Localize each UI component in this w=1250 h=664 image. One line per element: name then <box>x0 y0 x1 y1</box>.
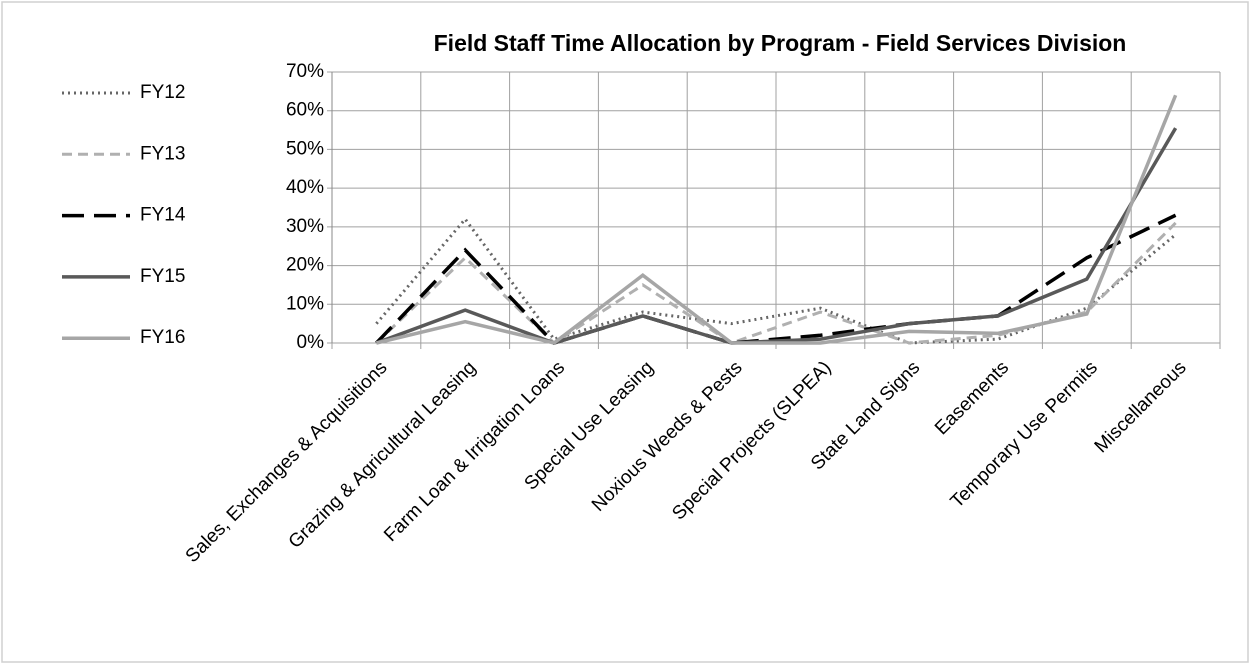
y-tick-label: 40% <box>286 177 324 198</box>
legend-label: FY14 <box>140 205 186 226</box>
series-line <box>375 127 1178 345</box>
y-tick-label: 60% <box>286 100 324 121</box>
y-tick-label: 20% <box>286 255 324 276</box>
legend-label: FY15 <box>140 266 185 287</box>
y-tick-label: 70% <box>286 61 324 82</box>
y-tick-label: 30% <box>286 216 324 237</box>
legend-label: FY12 <box>140 82 185 103</box>
legend-label: FY16 <box>140 327 185 348</box>
y-tick-label: 10% <box>286 293 324 314</box>
y-tick-label: 0% <box>297 332 325 353</box>
series-line <box>375 221 1177 345</box>
series-line <box>375 94 1178 345</box>
series-line <box>375 213 1177 345</box>
chart-title: Field Staff Time Allocation by Program -… <box>434 30 1127 56</box>
series-line <box>375 216 1177 345</box>
y-tick-label: 50% <box>286 138 324 159</box>
legend-label: FY13 <box>140 143 185 164</box>
